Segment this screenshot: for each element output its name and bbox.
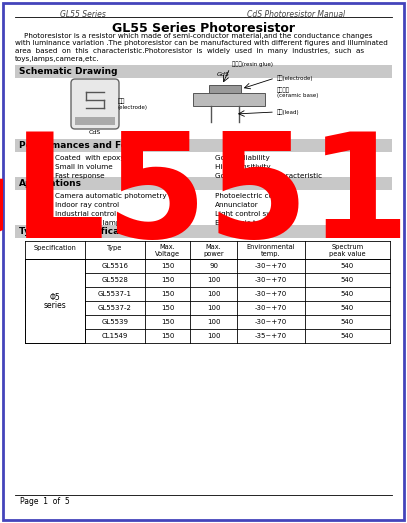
Text: -30~+70: -30~+70 [255, 319, 287, 325]
Text: toys,lamps,camera,etc.: toys,lamps,camera,etc. [15, 55, 100, 62]
Bar [15, 225, 392, 238]
Text: Good reliability: Good reliability [215, 155, 270, 161]
Text: -30~+70: -30~+70 [255, 291, 287, 297]
Text: Light control switch: Light control switch [215, 211, 285, 217]
Text: 150: 150 [161, 291, 174, 297]
Text: Annunciator: Annunciator [215, 202, 259, 208]
FancyBboxPatch shape [71, 79, 119, 129]
Text: Type: Type [107, 245, 123, 251]
Text: Max.: Max. [206, 244, 221, 250]
Text: Max.: Max. [160, 244, 175, 250]
Text: Indoor ray control: Indoor ray control [55, 202, 119, 208]
Text: GL5537-2: GL5537-2 [98, 305, 132, 311]
Text: 540: 540 [341, 319, 354, 325]
Text: 150: 150 [161, 277, 174, 283]
Text: 陀瓷基板: 陀瓷基板 [277, 87, 290, 93]
Text: -30~+70: -30~+70 [255, 305, 287, 311]
Text: 导线(lead): 导线(lead) [277, 109, 300, 115]
Text: 540: 540 [341, 263, 354, 269]
Text: -30~+70: -30~+70 [255, 263, 287, 269]
Text: GL5537-1: GL5537-1 [98, 291, 132, 297]
Text: peak value: peak value [329, 251, 366, 257]
Text: Industrial control: Industrial control [55, 211, 116, 217]
Text: Light control lamp: Light control lamp [55, 220, 120, 226]
Text: 100: 100 [207, 305, 220, 311]
Text: CdS: CdS [89, 130, 101, 135]
Text: GL5528: GL5528 [102, 277, 129, 283]
Text: Spectrum: Spectrum [331, 244, 363, 250]
Text: Applications: Applications [19, 179, 82, 188]
Text: 100: 100 [207, 291, 220, 297]
Text: Photoelectric control: Photoelectric control [215, 193, 290, 199]
Text: 电极: 电极 [118, 98, 125, 104]
Bar [75, 117, 115, 125]
Text: 90: 90 [209, 263, 218, 269]
Text: 150: 150 [161, 333, 174, 339]
Text: (electrode): (electrode) [118, 106, 148, 110]
Text: (ceramic base): (ceramic base) [277, 94, 318, 98]
Text: 150: 150 [161, 305, 174, 311]
Text: 150: 150 [161, 263, 174, 269]
Text: GL5539: GL5539 [101, 319, 129, 325]
Text: 540: 540 [341, 291, 354, 297]
Text: 100: 100 [207, 277, 220, 283]
Bar [193, 93, 265, 106]
Text: area  based  on  this  characteristic.Photoresistor  is  widely  used  in  many : area based on this characteristic.Photor… [15, 48, 364, 54]
Text: GL5516: GL5516 [0, 128, 407, 268]
Text: GL55 Series Photoresistor: GL55 Series Photoresistor [112, 22, 295, 35]
Text: power: power [203, 251, 224, 257]
Bar [209, 85, 241, 93]
Text: Page  1  of  5: Page 1 of 5 [20, 496, 70, 506]
Text: Schematic Drawing: Schematic Drawing [19, 67, 118, 76]
Text: -35~+70: -35~+70 [255, 333, 287, 339]
Text: -30~+70: -30~+70 [255, 277, 287, 283]
Text: CL1549: CL1549 [102, 333, 128, 339]
Text: GdS: GdS [217, 72, 230, 76]
Text: 100: 100 [207, 333, 220, 339]
Text: Fast response: Fast response [55, 173, 105, 179]
Text: High sensitivity: High sensitivity [215, 164, 271, 170]
Text: Camera automatic photometry: Camera automatic photometry [55, 193, 166, 199]
Text: 100: 100 [207, 319, 220, 325]
Text: Specification: Specification [33, 245, 77, 251]
Text: with luminance variation .The photoresistor can be manufactured with different f: with luminance variation .The photoresis… [15, 40, 388, 47]
Text: 电极(electrode): 电极(electrode) [277, 75, 313, 81]
Text: temp.: temp. [261, 251, 281, 257]
Bar [15, 177, 392, 190]
Text: GL5516: GL5516 [101, 263, 129, 269]
Bar [15, 139, 392, 152]
Text: 树脂胶(resin glue): 树脂胶(resin glue) [232, 61, 273, 67]
Bar [26, 259, 85, 343]
Text: Coated  with epoxy: Coated with epoxy [55, 155, 125, 161]
Text: Φ5: Φ5 [50, 293, 60, 302]
Text: CdS Photoresistor Manual: CdS Photoresistor Manual [247, 10, 345, 19]
Text: series: series [44, 301, 66, 311]
Text: Types and Specifications: Types and Specifications [19, 227, 145, 236]
Text: GL55 Series: GL55 Series [60, 10, 106, 19]
Text: 150: 150 [161, 319, 174, 325]
Bar [15, 65, 392, 78]
Text: Photoresistor is a resistor which made of semi-conductor material,and the conduc: Photoresistor is a resistor which made o… [15, 33, 372, 39]
Text: 540: 540 [341, 305, 354, 311]
Text: 540: 540 [341, 333, 354, 339]
Text: Good spectrum characteristic: Good spectrum characteristic [215, 173, 322, 179]
Text: Performances and Features: Performances and Features [19, 141, 160, 150]
Text: Voltage: Voltage [155, 251, 180, 257]
Text: Electronic toy: Electronic toy [215, 220, 265, 226]
Text: Small in volume: Small in volume [55, 164, 113, 170]
Text: 540: 540 [341, 277, 354, 283]
Text: Environmental: Environmental [247, 244, 295, 250]
